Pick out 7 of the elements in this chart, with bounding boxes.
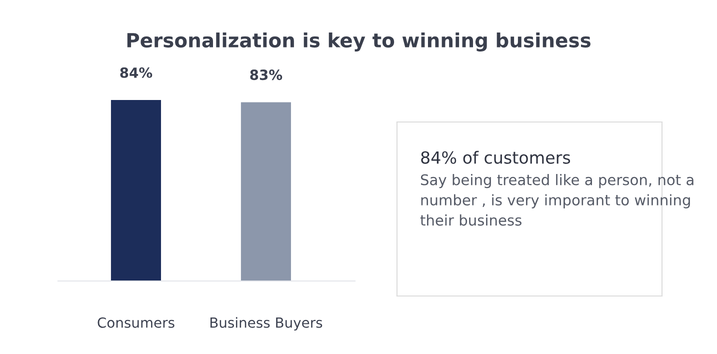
x-tick-label: Business Buyers xyxy=(210,317,322,331)
text: Say being treated like a person, not a number , is very imporant to winning their business xyxy=(420,174,694,226)
chart-title: Personalization is key to winning business xyxy=(127,32,590,52)
x-tick-label: Consumers xyxy=(98,317,174,328)
data-label: 84% xyxy=(120,67,152,78)
text: 84% of customers xyxy=(421,150,570,164)
data-label: 83% xyxy=(250,70,282,80)
